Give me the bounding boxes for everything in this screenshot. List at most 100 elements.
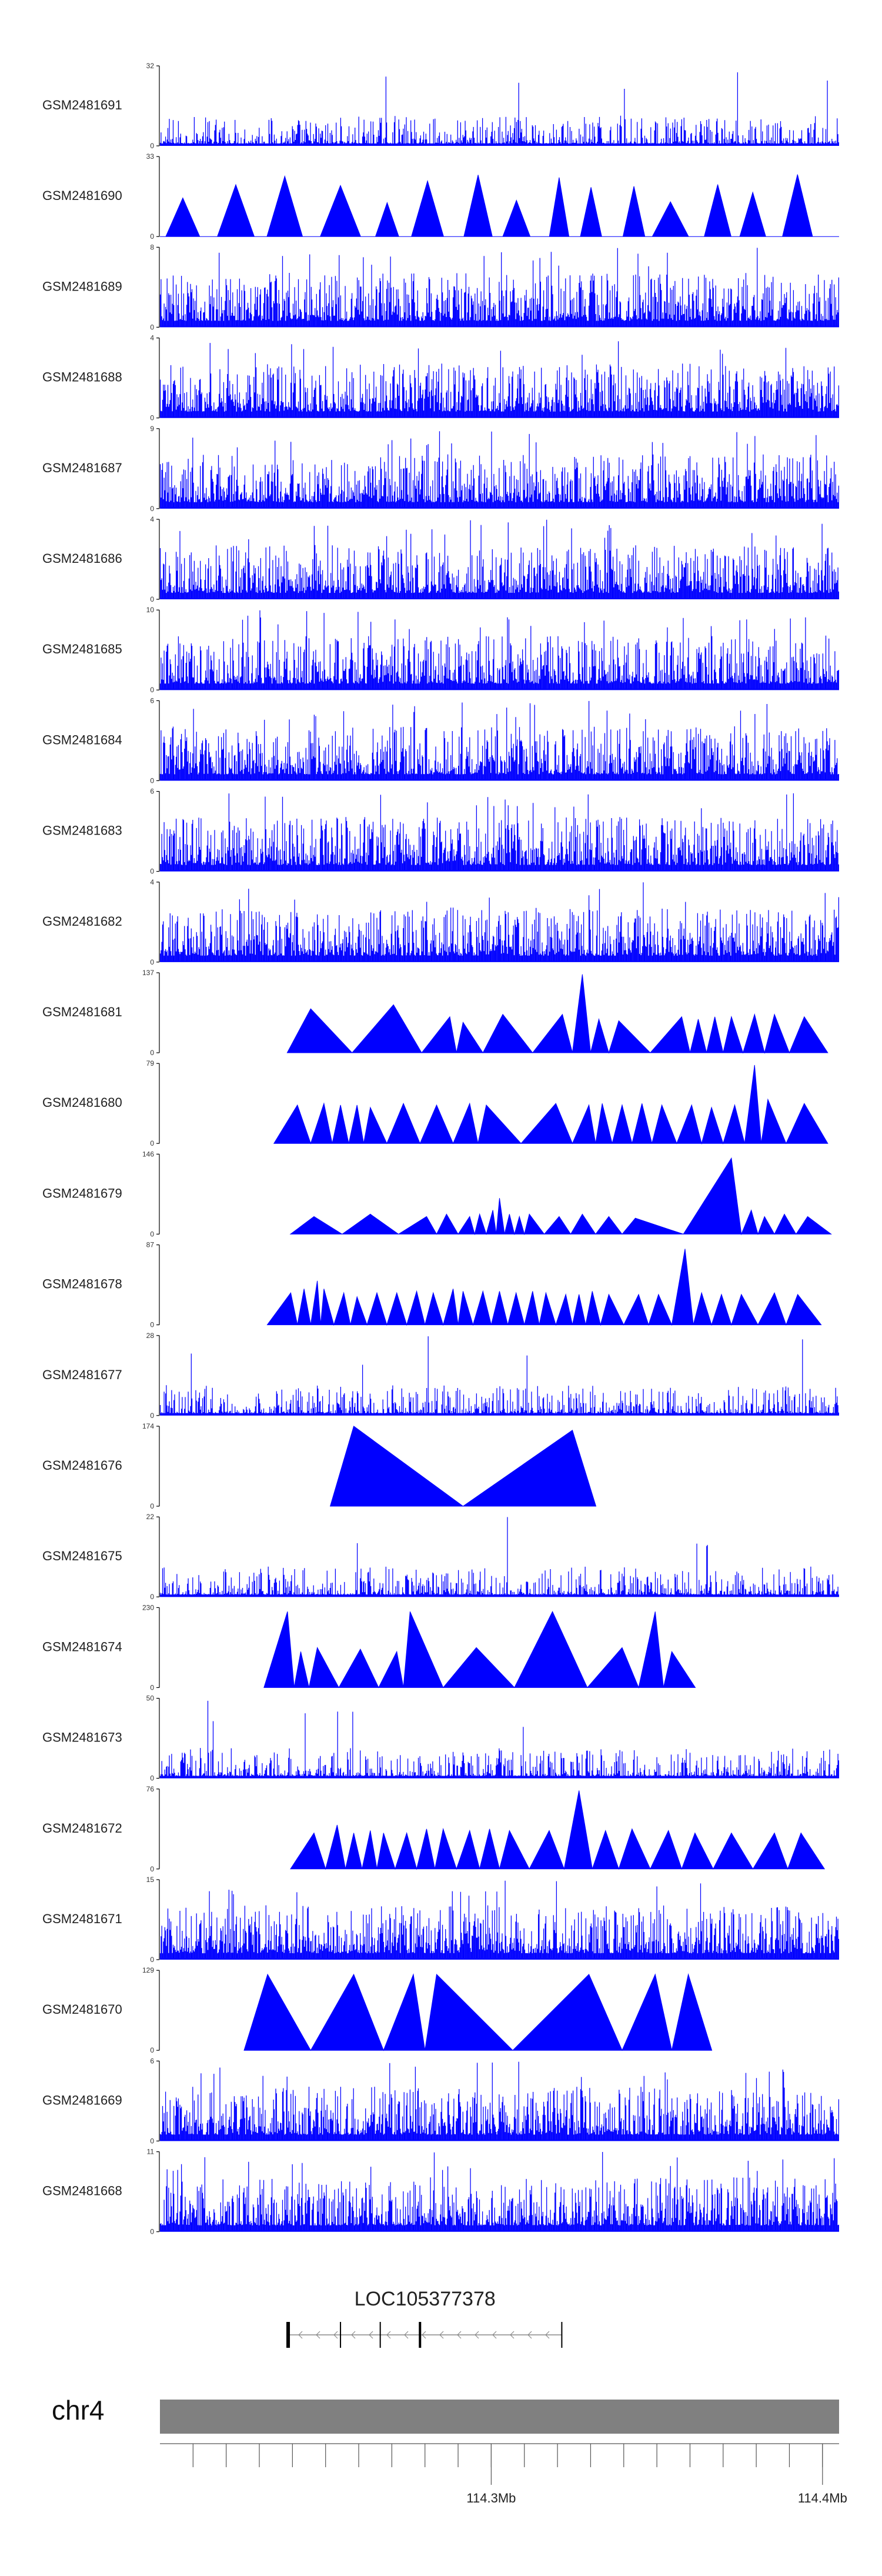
track-label: GSM2481677 [42, 1367, 122, 1382]
strand-arrow [422, 2331, 426, 2339]
signal-area [290, 1790, 826, 1870]
y-min-label: 0 [150, 867, 154, 876]
y-min-label: 0 [150, 1049, 154, 1057]
y-min-label: 0 [150, 1865, 154, 1873]
y-max-label: 28 [146, 1332, 155, 1340]
y-max-label: 6 [150, 2057, 154, 2065]
signal-area [286, 974, 828, 1054]
track-label: GSM2481683 [42, 823, 122, 838]
y-min-label: 0 [150, 323, 154, 331]
signal-area [160, 174, 839, 237]
strand-arrow [404, 2331, 409, 2339]
gene-exon [419, 2322, 422, 2348]
y-min-label: 0 [150, 1593, 154, 1601]
signal-bars [159, 1336, 840, 1416]
signal-bars [159, 2061, 840, 2141]
y-min-label: 0 [150, 958, 154, 966]
signal-bars [159, 519, 840, 599]
y-min-label: 0 [150, 1139, 154, 1147]
track-label: GSM2481688 [42, 370, 122, 385]
gene-exon [561, 2322, 563, 2348]
coordinate-label: 114.4Mb [798, 2491, 847, 2505]
y-max-label: 10 [146, 606, 155, 614]
strand-arrow [333, 2331, 338, 2339]
y-max-label: 32 [146, 62, 155, 70]
y-max-label: 8 [150, 243, 154, 251]
y-min-label: 0 [150, 414, 154, 422]
strand-arrow [492, 2331, 497, 2339]
signal-bars [159, 793, 840, 872]
y-max-label: 9 [150, 425, 154, 433]
y-min-label: 0 [150, 2137, 154, 2145]
y-max-label: 146 [142, 1150, 154, 1158]
strand-arrow [545, 2331, 550, 2339]
y-min-label: 0 [150, 776, 154, 785]
strand-arrow [439, 2331, 444, 2339]
signal-bars [159, 1517, 840, 1597]
track-label: GSM2481675 [42, 1549, 122, 1563]
strand-arrow [316, 2331, 320, 2339]
track-label: GSM2481673 [42, 1730, 122, 1745]
gene-exon [340, 2322, 342, 2348]
track-label: GSM2481685 [42, 642, 122, 656]
y-max-label: 129 [142, 1966, 154, 1974]
gene-exon [379, 2322, 381, 2348]
y-min-label: 0 [150, 1321, 154, 1329]
strand-arrow [369, 2331, 373, 2339]
track-label: GSM2481672 [42, 1821, 122, 1836]
y-max-label: 230 [142, 1603, 154, 1611]
signal-bars [159, 431, 840, 509]
strand-arrow [510, 2331, 514, 2339]
y-max-label: 6 [150, 696, 154, 705]
track-label: GSM2481689 [42, 279, 122, 293]
y-max-label: 15 [146, 1876, 155, 1884]
y-max-label: 76 [146, 1785, 155, 1793]
signal-bars [159, 882, 840, 962]
track-label: GSM2481670 [42, 2002, 122, 2017]
track-label: GSM2481674 [42, 1639, 122, 1654]
track-label: GSM2481676 [42, 1458, 122, 1473]
y-min-label: 0 [150, 1774, 154, 1783]
y-max-label: 22 [146, 1513, 155, 1521]
track-label: GSM2481686 [42, 551, 122, 566]
y-min-label: 0 [150, 1956, 154, 1964]
y-max-label: 4 [150, 878, 154, 886]
y-max-label: 50 [146, 1694, 155, 1703]
gene-exon [286, 2322, 290, 2348]
track-label: GSM2481678 [42, 1277, 122, 1292]
track-label: GSM2481679 [42, 1186, 122, 1200]
y-min-label: 0 [150, 232, 154, 241]
signal-bars [159, 72, 840, 146]
chromosome-name: chr4 [52, 2395, 104, 2425]
track-label: GSM2481687 [42, 461, 122, 475]
y-min-label: 0 [150, 505, 154, 513]
track-label: GSM2481691 [42, 98, 122, 112]
y-min-label: 0 [150, 2046, 154, 2054]
strand-arrow [527, 2331, 532, 2339]
y-min-label: 0 [150, 1502, 154, 1510]
y-max-label: 4 [150, 515, 154, 523]
signal-area [243, 1973, 713, 2051]
signal-area [329, 1426, 597, 1507]
y-min-label: 0 [150, 1683, 154, 1691]
signal-bars [159, 610, 840, 690]
y-min-label: 0 [150, 1230, 154, 1238]
track-label: GSM2481681 [42, 1005, 122, 1019]
track-label: GSM2481669 [42, 2093, 122, 2107]
y-min-label: 0 [150, 595, 154, 603]
signal-area [266, 1249, 822, 1326]
y-min-label: 0 [150, 2228, 154, 2236]
signal-bars [159, 248, 840, 328]
y-min-label: 0 [150, 1412, 154, 1420]
chromosome-ideogram [160, 2400, 839, 2434]
signal-area [289, 1157, 833, 1236]
signal-bars [159, 700, 840, 781]
strand-arrow [386, 2331, 391, 2339]
gene-name: LOC105377378 [355, 2288, 496, 2310]
strand-arrow [475, 2331, 479, 2339]
strand-arrow [298, 2331, 303, 2339]
y-max-label: 4 [150, 334, 154, 342]
track-label: GSM2481680 [42, 1095, 122, 1110]
y-max-label: 87 [146, 1241, 155, 1249]
